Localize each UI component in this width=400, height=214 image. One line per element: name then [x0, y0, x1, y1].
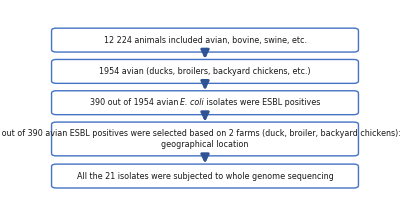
FancyBboxPatch shape [52, 59, 358, 83]
Text: 390 out of 1954 avian: 390 out of 1954 avian [90, 98, 180, 107]
Text: E. coli: E. coli [180, 98, 204, 107]
Text: isolates were ESBL positives: isolates were ESBL positives [204, 98, 320, 107]
FancyBboxPatch shape [52, 91, 358, 115]
Text: 21 out of 390 avian ESBL positives were selected based on 2 farms (duck, broiler: 21 out of 390 avian ESBL positives were … [0, 129, 400, 149]
Text: 1954 avian (ducks, broilers, backyard chickens, etc.): 1954 avian (ducks, broilers, backyard ch… [99, 67, 311, 76]
FancyBboxPatch shape [52, 122, 358, 156]
FancyBboxPatch shape [52, 164, 358, 188]
FancyBboxPatch shape [52, 28, 358, 52]
Text: All the 21 isolates were subjected to whole genome sequencing: All the 21 isolates were subjected to wh… [77, 172, 333, 181]
Text: 12 224 animals included avian, bovine, swine, etc.: 12 224 animals included avian, bovine, s… [104, 36, 306, 45]
